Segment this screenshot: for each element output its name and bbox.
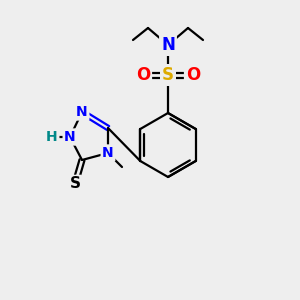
- Text: S: S: [70, 176, 80, 191]
- Text: N: N: [102, 146, 114, 160]
- Text: N: N: [76, 105, 88, 119]
- Text: O: O: [186, 66, 200, 84]
- Text: H: H: [46, 130, 58, 144]
- Text: N: N: [64, 130, 76, 144]
- Text: S: S: [162, 66, 174, 84]
- Text: O: O: [136, 66, 150, 84]
- Text: N: N: [161, 36, 175, 54]
